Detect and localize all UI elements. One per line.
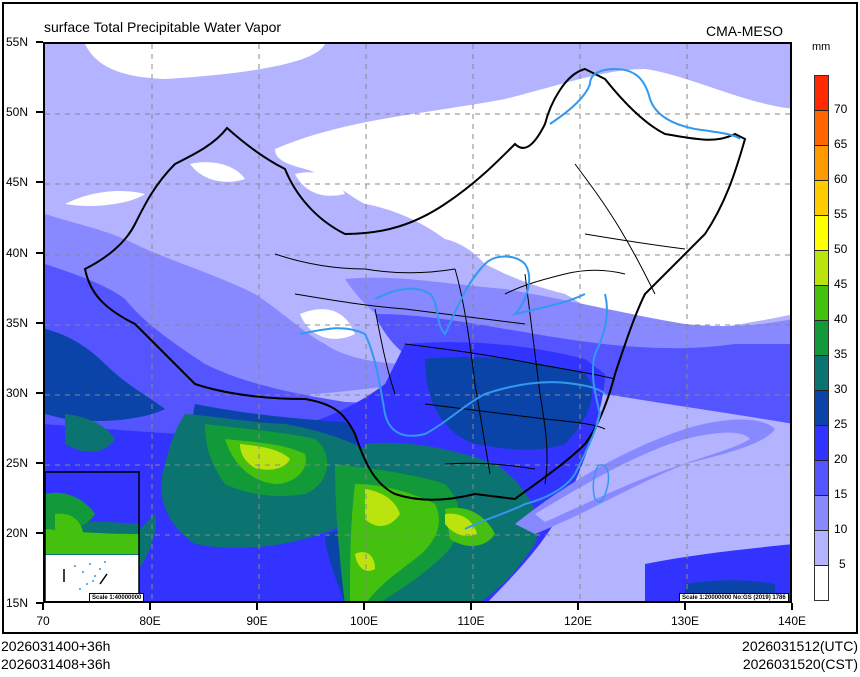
main-scale-label: Scale 1:20000000 No:GS (2019) 1786 (679, 593, 789, 601)
lon-label-140e: 140E (777, 614, 807, 628)
china-border (83, 67, 747, 501)
contour-field (45, 44, 790, 601)
init-time-utc: 2026031400+36h (1, 638, 111, 654)
init-time-cst: 2026031408+36h (1, 656, 111, 672)
colorbar-label-70: 70 (834, 102, 848, 116)
colorbar-bin-40-45 (815, 286, 828, 321)
colorbar-label-55: 55 (834, 207, 848, 221)
lon-label-70: 70 (36, 614, 50, 628)
colorbar-bin-5-10 (815, 531, 828, 566)
colorbar-bin-15-20 (815, 461, 828, 496)
heilong-river (549, 67, 741, 140)
colorbar-bin-20-25 (815, 426, 828, 461)
lon-label-90e: 90E (246, 614, 268, 628)
lat-label-35n: 35N (6, 316, 29, 330)
colorbar-bin-10-15 (815, 496, 828, 531)
colorbar-bin-gt70 (815, 76, 828, 111)
precipitable-water-map: Scale 1:40000000 Scale 1:20000000 No:GS … (43, 42, 792, 603)
colorbar-bin-lt5 (815, 566, 828, 600)
colorbar-label-5: 5 (839, 557, 846, 571)
colorbar-label-40: 40 (834, 312, 848, 326)
colorbar-label-25: 25 (834, 417, 848, 431)
lat-label-30n: 30N (6, 386, 29, 400)
lat-label-20n: 20N (6, 526, 29, 540)
lat-label-15n: 15N (6, 596, 29, 610)
colorbar-unit: mm (812, 41, 831, 53)
lon-label-130e: 130E (670, 614, 700, 628)
valid-time-cst: 2026031520(CST) (742, 656, 858, 672)
colorbar-bin-50-55 (815, 216, 828, 251)
colorbar-label-45: 45 (834, 277, 848, 291)
lon-label-100e: 100E (349, 614, 379, 628)
colorbar (814, 75, 829, 601)
coastline-east (464, 293, 608, 530)
colorbar-bin-55-60 (815, 181, 828, 216)
chart-title: surface Total Precipitable Water Vapor (44, 19, 282, 35)
colorbar-bin-35-40 (815, 321, 828, 356)
colorbar-bin-25-30 (815, 391, 828, 426)
colorbar-bin-65-70 (815, 111, 828, 146)
south-china-sea-inset (45, 471, 140, 601)
colorbar-bin-45-50 (815, 251, 828, 286)
lat-label-40n: 40N (6, 246, 29, 260)
colorbar-bin-30-35 (815, 356, 828, 391)
lon-label-110e: 110E (457, 614, 485, 628)
valid-time-utc: 2026031512(UTC) (742, 638, 858, 654)
colorbar-label-60: 60 (834, 172, 848, 186)
yellow-river (374, 255, 586, 336)
lat-label-25n: 25N (6, 456, 29, 470)
colorbar-label-65: 65 (834, 137, 848, 151)
colorbar-label-10: 10 (834, 522, 848, 536)
colorbar-label-30: 30 (834, 382, 848, 396)
colorbar-bin-60-65 (815, 146, 828, 181)
colorbar-label-35: 35 (834, 347, 848, 361)
figure-frame (2, 2, 858, 634)
lat-label-45n: 45N (6, 175, 29, 189)
lon-label-120e: 120E (563, 614, 593, 628)
colorbar-label-20: 20 (834, 452, 848, 466)
yangtze-river (299, 327, 606, 437)
lat-label-50n: 50N (6, 105, 29, 119)
colorbar-label-50: 50 (834, 242, 848, 256)
lat-label-55n: 55N (6, 35, 29, 49)
model-name: CMA-MESO (706, 23, 783, 39)
lon-label-80e: 80E (139, 614, 161, 628)
inset-scale-label: Scale 1:40000000 (89, 593, 145, 601)
colorbar-label-15: 15 (834, 487, 848, 501)
taiwan-outline (592, 464, 610, 503)
